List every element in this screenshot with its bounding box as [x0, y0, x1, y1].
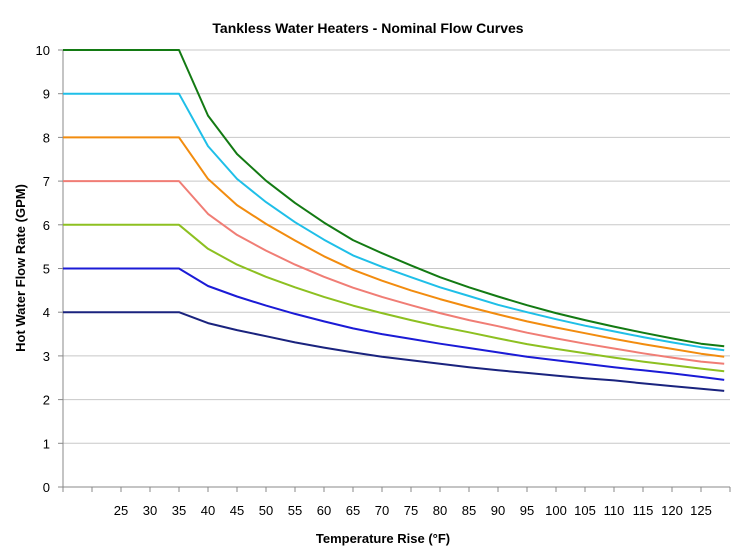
y-tick-label: 1	[43, 436, 50, 451]
x-axis-label: Temperature Rise (°F)	[316, 531, 450, 546]
series-line-7	[63, 49, 725, 348]
y-tick-label: 8	[43, 130, 50, 145]
x-tick-label: 65	[346, 503, 360, 518]
x-tick-label: 120	[661, 503, 683, 518]
x-tick-label: 60	[317, 503, 331, 518]
y-tick-label: 4	[43, 305, 50, 320]
x-tick-label: 30	[143, 503, 157, 518]
x-tick-label: 55	[288, 503, 302, 518]
x-tick-label: 110	[604, 503, 625, 518]
chart-title: Tankless Water Heaters - Nominal Flow Cu…	[212, 20, 523, 36]
x-tick-label: 95	[520, 503, 534, 518]
series-line-5	[63, 136, 725, 358]
y-tick-label: 0	[43, 480, 50, 495]
x-tick-label: 105	[574, 503, 596, 518]
y-axis-label: Hot Water Flow Rate (GPM)	[13, 184, 28, 352]
y-tick-label: 6	[43, 218, 50, 233]
x-tick-label: 50	[259, 503, 273, 518]
y-tick-label: 7	[43, 174, 50, 189]
x-tick-label: 45	[230, 503, 244, 518]
x-tick-label: 40	[201, 503, 215, 518]
x-tick-label: 75	[404, 503, 418, 518]
x-tick-label: 90	[491, 503, 505, 518]
x-tick-label: 125	[690, 503, 712, 518]
series-line-6	[63, 92, 725, 352]
x-tick-label: 35	[172, 503, 186, 518]
series-line-4	[63, 180, 725, 365]
x-tick-label: 100	[545, 503, 567, 518]
series-line-2	[63, 267, 725, 381]
y-tick-label: 10	[36, 43, 50, 58]
x-tick-label: 25	[114, 503, 128, 518]
y-tick-label: 9	[43, 87, 50, 102]
x-tick-label: 70	[375, 503, 389, 518]
x-tick-label: 85	[462, 503, 476, 518]
y-tick-label: 2	[43, 393, 50, 408]
x-tick-label: 80	[433, 503, 447, 518]
series-lines	[63, 49, 725, 392]
y-tick-label: 5	[43, 262, 50, 277]
series-line-1	[63, 311, 725, 392]
y-tick-label: 3	[43, 349, 50, 364]
series-line-3	[63, 223, 725, 373]
x-tick-label: 115	[633, 503, 654, 518]
